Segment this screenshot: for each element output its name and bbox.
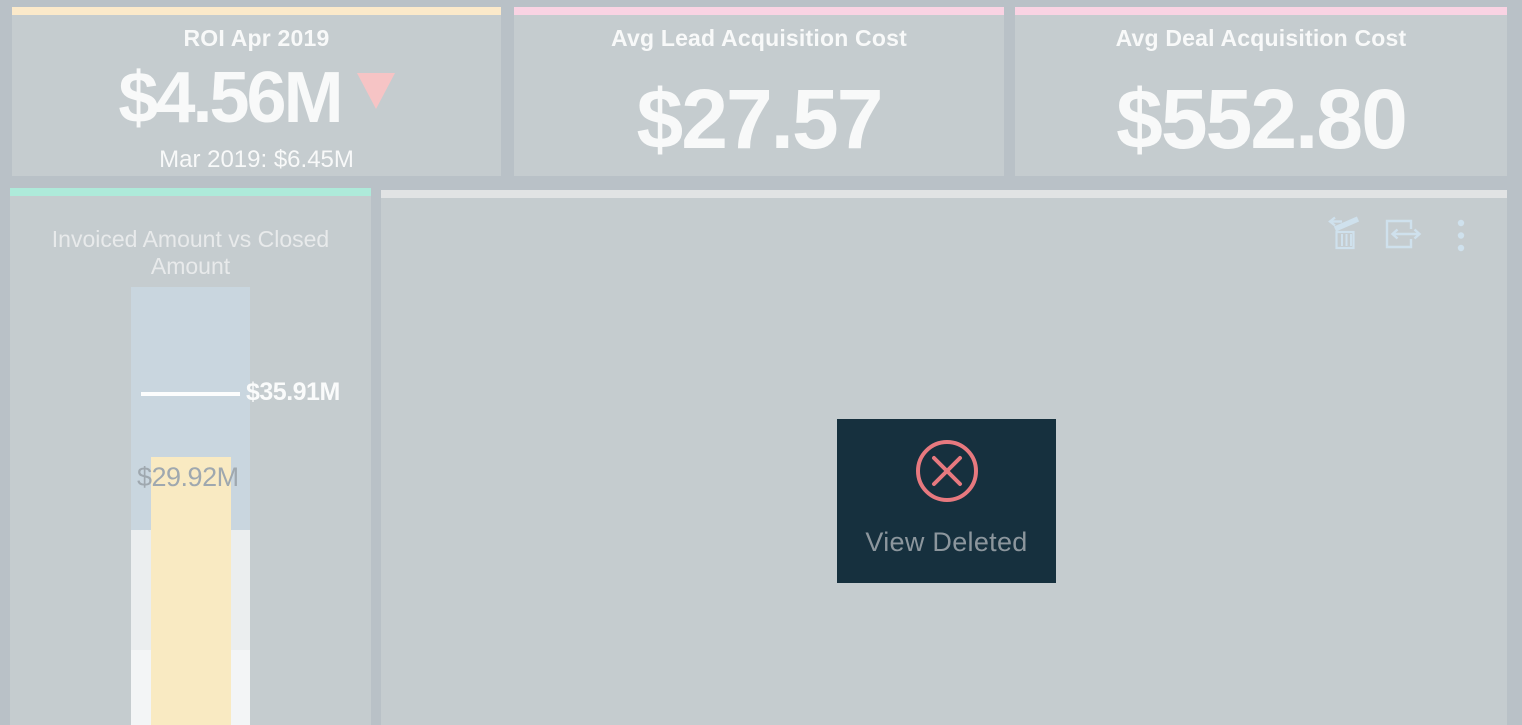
bullet-target-line (141, 392, 240, 396)
kpi-card-deal-cost: Avg Deal Acquisition Cost $552.80 (1015, 7, 1507, 176)
restore-trash-icon[interactable] (1328, 215, 1360, 251)
view-deleted-button[interactable]: View Deleted (837, 419, 1056, 583)
kpi-title: ROI Apr 2019 (183, 25, 330, 51)
panel-accent-bar (381, 190, 1507, 198)
move-icon[interactable] (1384, 218, 1422, 250)
kpi-card-roi: ROI Apr 2019 $4.56M Mar 2019: $6.45M (12, 7, 501, 176)
card-accent-bar (514, 7, 1004, 15)
kpi-value-row: $4.56M (12, 58, 501, 138)
kpi-title: Avg Deal Acquisition Cost (1115, 25, 1407, 51)
card-accent-bar (10, 188, 371, 196)
target-value-label: $35.91M (246, 378, 340, 406)
kpi-value: $27.57 (636, 72, 884, 166)
kpi-title: Avg Lead Acquisition Cost (611, 25, 907, 51)
kpi-value: $552.80 (1116, 72, 1408, 166)
card-accent-bar (1015, 7, 1507, 15)
chart-title: Invoiced Amount vs Closed Amount (51, 226, 330, 279)
kpi-comparison: Mar 2019: $6.45M (159, 146, 354, 173)
more-options-icon[interactable] (1457, 219, 1465, 253)
kpi-card-lead-cost: Avg Lead Acquisition Cost $27.57 (514, 7, 1004, 176)
circled-x-icon (915, 440, 978, 502)
bullet-chart-card: Invoiced Amount vs Closed Amount $35.91M… (10, 188, 371, 725)
actual-value-label: $29.92M (137, 462, 239, 492)
card-accent-bar (12, 7, 501, 15)
report-panel: View Deleted (381, 190, 1507, 725)
view-deleted-label: View Deleted (865, 527, 1028, 557)
bullet-actual-bar (151, 457, 231, 725)
panel-toolbar (381, 190, 1507, 260)
kpi-value: $4.56M (118, 58, 343, 138)
triangle-down-icon (356, 73, 395, 109)
